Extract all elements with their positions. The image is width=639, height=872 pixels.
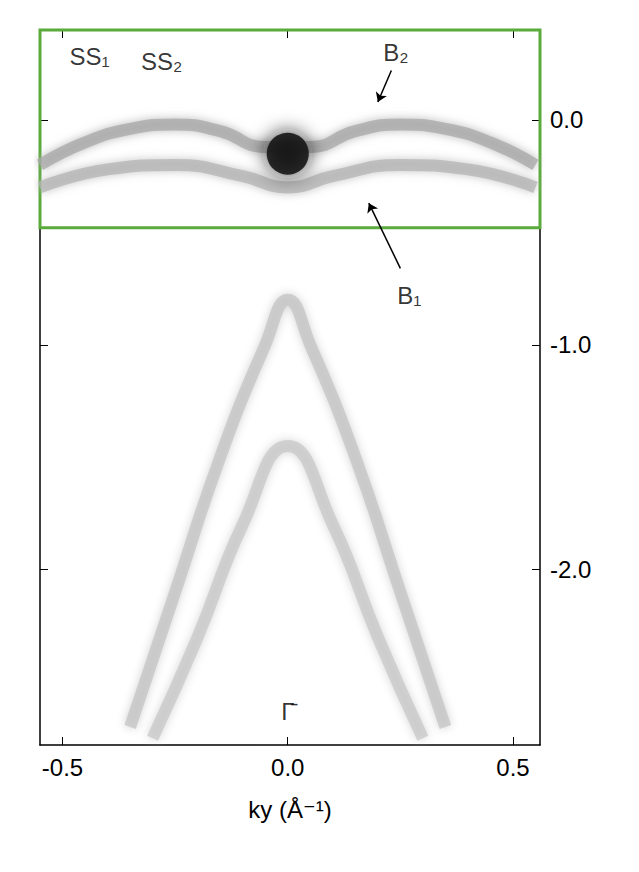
svg-text:ky (Å⁻¹): ky (Å⁻¹) bbox=[248, 796, 331, 823]
svg-text:SS₁: SS₁ bbox=[69, 43, 109, 70]
svg-text:Γ̄: Γ̄ bbox=[281, 698, 298, 725]
svg-text:-1.0: -1.0 bbox=[550, 331, 591, 358]
svg-text:-0.5: -0.5 bbox=[42, 754, 83, 781]
svg-text:SS₂: SS₂ bbox=[141, 48, 182, 75]
svg-text:0.0: 0.0 bbox=[550, 106, 583, 133]
svg-text:0.0: 0.0 bbox=[271, 754, 304, 781]
svg-text:-2.0: -2.0 bbox=[550, 556, 591, 583]
svg-text:B₁: B₁ bbox=[397, 282, 421, 309]
svg-text:B₂: B₂ bbox=[383, 39, 408, 66]
svg-text:0.5: 0.5 bbox=[496, 754, 529, 781]
